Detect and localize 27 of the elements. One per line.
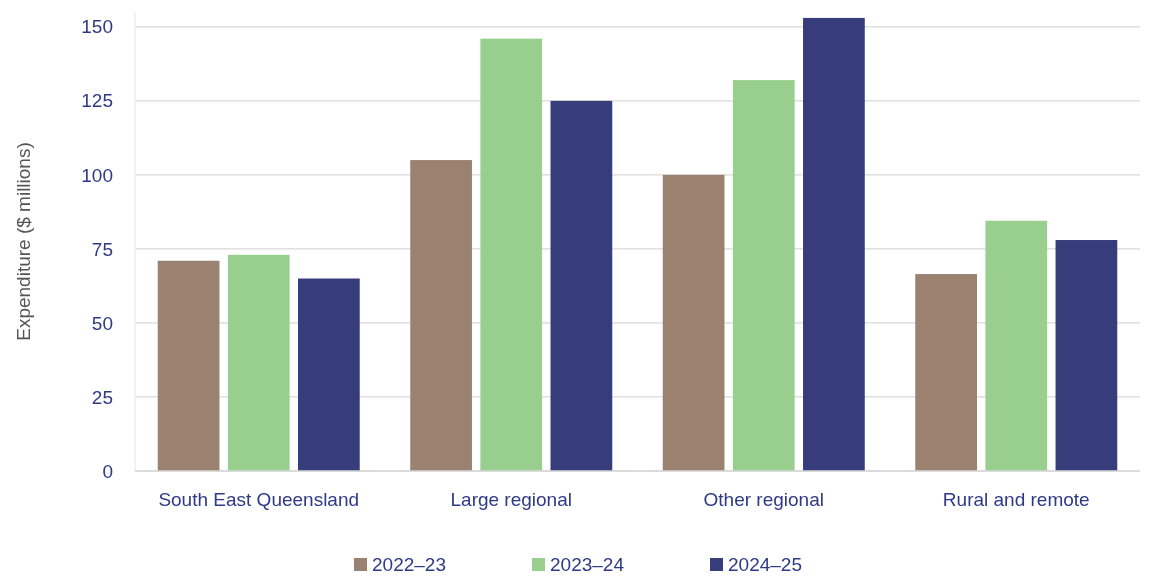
x-tick-label: Rural and remote <box>942 489 1090 510</box>
y-tick-label: 0 <box>102 460 113 482</box>
bar <box>732 80 795 471</box>
x-tick-label: Other regional <box>703 489 824 510</box>
bar <box>550 100 613 471</box>
y-tick-label: 125 <box>81 90 113 112</box>
bar <box>480 38 543 471</box>
x-tick-label: Large regional <box>450 489 572 510</box>
y-axis-title: Expenditure ($ millions) <box>13 142 34 341</box>
bar <box>985 220 1048 471</box>
legend-label: 2022–23 <box>372 554 446 575</box>
x-tick-label: South East Queensland <box>158 489 360 510</box>
bar <box>1055 240 1118 471</box>
bar <box>803 17 865 471</box>
y-tick-label: 50 <box>91 312 113 334</box>
y-tick-label: 150 <box>81 16 113 38</box>
legend-label: 2023–24 <box>550 554 625 575</box>
y-tick-label: 25 <box>91 386 113 408</box>
bar <box>915 274 977 471</box>
legend-label: 2024–25 <box>728 554 802 575</box>
bar <box>227 254 290 471</box>
y-tick-label: 100 <box>81 164 113 186</box>
bar <box>157 260 220 471</box>
bar <box>410 160 472 471</box>
bar <box>298 278 360 471</box>
y-tick-label: 75 <box>91 238 113 260</box>
bar <box>662 174 725 471</box>
